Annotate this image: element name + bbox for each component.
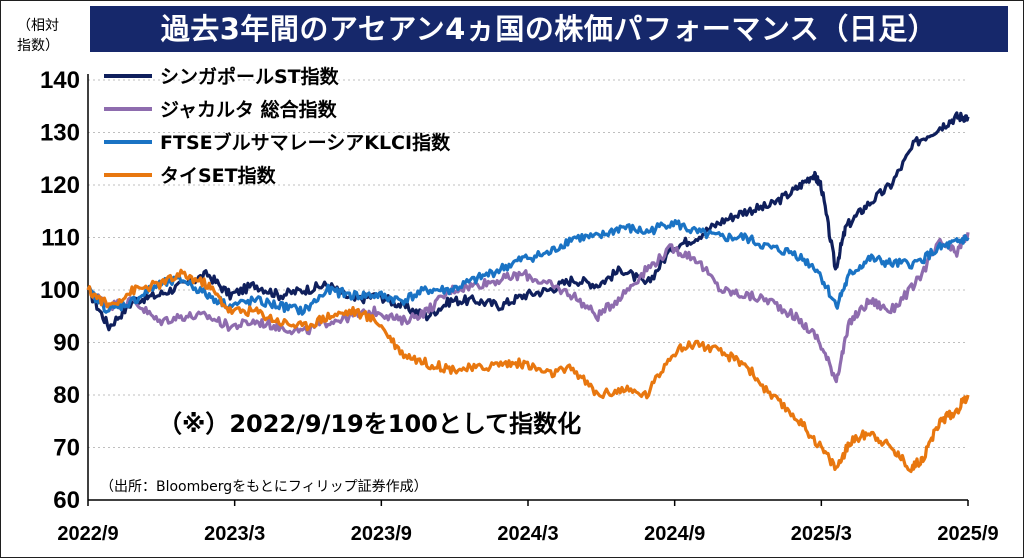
series-line: [87, 111, 970, 332]
x-tick-label: 2024/3: [497, 523, 558, 545]
source-note: （出所：Bloombergをもとにフィリップ証券作成）: [100, 479, 428, 495]
unit-label-line2: 指数）: [17, 38, 59, 54]
series-line: [86, 219, 970, 316]
y-tick-label: 110: [41, 225, 80, 252]
chart-title: 過去3年間のアセアン4ヵ国の株価パフォーマンス（日足）: [90, 6, 1008, 52]
x-tick-label: 2023/9: [351, 523, 412, 545]
y-tick-label: 140: [40, 67, 80, 94]
series-line: [86, 268, 970, 474]
legend-label: FTSEブルサマレーシアKLCI指数: [160, 131, 451, 154]
y-tick-label: 100: [40, 277, 80, 304]
series-lines: [86, 111, 970, 474]
legend-label: シンガポールST指数: [160, 65, 340, 88]
legend-label: タイSET指数: [160, 164, 277, 187]
y-axis-unit-label: （相対 指数）: [8, 16, 68, 56]
x-tick-label: 2024/9: [644, 523, 705, 545]
index-note: （※）2022/9/19を100として指数化: [158, 410, 582, 438]
y-tick-label: 70: [53, 435, 80, 462]
y-tick-label: 90: [53, 330, 80, 357]
y-tick-label: 120: [40, 172, 80, 199]
axes: 60 70 80 90 100 110 120 130 140 2022/9 2023/3 2023/…: [40, 67, 999, 545]
x-tick-label: 2022/9: [57, 523, 118, 545]
y-tick-label: 60: [53, 487, 80, 514]
legend-label: ジャカルタ 総合指数: [160, 98, 338, 121]
series-line: [86, 232, 970, 384]
x-tick-label: 2023/3: [204, 523, 265, 545]
y-tick-label: 80: [53, 382, 80, 409]
x-tick-label: 2025/9: [937, 523, 998, 545]
unit-label-line1: （相対: [17, 18, 59, 34]
x-tick-label: 2025/3: [791, 523, 852, 545]
y-tick-label: 130: [40, 120, 80, 147]
